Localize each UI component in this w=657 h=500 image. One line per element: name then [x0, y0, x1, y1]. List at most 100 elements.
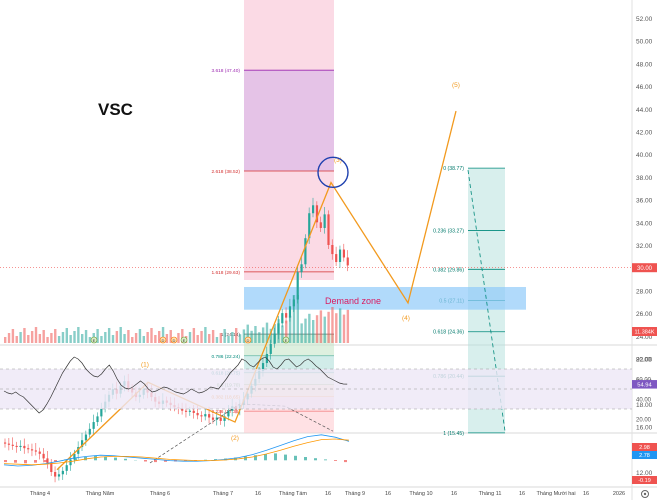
- volume-bar: [19, 332, 22, 343]
- volume-bar: [196, 335, 199, 343]
- candle: [285, 313, 288, 318]
- macd-histogram-bar: [254, 455, 257, 461]
- candle: [15, 445, 18, 448]
- macd-badges: 2.98 2.78 -0.19: [632, 443, 657, 484]
- candle: [11, 444, 14, 446]
- time-axis-label: 16: [583, 491, 589, 497]
- volume-bar: [223, 329, 226, 343]
- time-axis-label: 2026: [613, 491, 625, 497]
- price-axis-label: 32.00: [636, 243, 653, 250]
- candle: [181, 408, 184, 411]
- candle: [81, 440, 84, 448]
- volume-bar: [11, 329, 15, 343]
- candle: [211, 417, 215, 420]
- price-axis-label: 18.00: [636, 402, 653, 409]
- price-axis-label: 38.00: [636, 175, 653, 182]
- volume-bar: [161, 327, 165, 343]
- demand-zone[interactable]: [244, 286, 526, 310]
- macd-histogram-bar: [124, 458, 127, 461]
- volume-bar: [165, 334, 169, 343]
- volume-bar: [235, 328, 238, 343]
- volume-bar: [254, 326, 257, 343]
- candle: [342, 249, 345, 258]
- volume-bar: [104, 332, 107, 343]
- rsi-axis-label: 40.00: [636, 398, 652, 404]
- fib-retracement-label: 0.236 (33.27): [433, 229, 464, 235]
- volume-bar: [138, 329, 142, 343]
- event-marker: [170, 336, 178, 344]
- time-axis-label: Tháng 7: [213, 491, 233, 497]
- volume-bar: [181, 329, 184, 343]
- time-axis[interactable]: Tháng 4 Tháng Năm Tháng 6 Tháng 7 16 Tháng Tá…: [30, 491, 625, 497]
- event-marker-label: E: [93, 338, 96, 343]
- macd-histogram-bar: [204, 459, 207, 461]
- candle: [38, 451, 41, 454]
- volume-bar: [27, 335, 30, 343]
- macd-histogram-bar: [4, 460, 7, 463]
- macd-histogram-bar: [74, 458, 77, 461]
- volume-bar: [238, 334, 242, 343]
- settings-icon[interactable]: [641, 490, 649, 498]
- volume-bar: [65, 328, 68, 343]
- candle: [46, 458, 49, 463]
- volume-bar: [285, 320, 288, 343]
- macd-badge: [632, 443, 657, 451]
- volume-bar: [300, 323, 303, 343]
- time-axis-label: Tháng Tám: [279, 491, 307, 497]
- macd-histogram-bar: [54, 460, 57, 462]
- candle: [315, 205, 319, 223]
- price-axis[interactable]: 52.00 50.00 48.00 46.00 44.00 42.00 40.00 38.00…: [636, 16, 653, 477]
- macd-histogram-bar: [314, 458, 317, 461]
- macd-histogram-bar: [14, 460, 17, 463]
- candle: [92, 422, 95, 429]
- volume-bar: [158, 331, 161, 343]
- volume-bar: [192, 328, 196, 343]
- candle: [273, 333, 276, 344]
- macd-histogram-bar: [104, 456, 107, 461]
- volume-bar: [327, 311, 330, 343]
- macd-histogram-bar: [144, 460, 147, 462]
- price-axis-label: 26.00: [636, 311, 653, 318]
- macd-histogram-bar: [114, 457, 117, 461]
- candle: [227, 410, 230, 417]
- volume-bar: [312, 320, 315, 343]
- event-marker: [159, 336, 167, 344]
- event-marker-label: D: [247, 338, 250, 343]
- volume-bar: [46, 337, 49, 343]
- rsi-badge: 54.94: [632, 380, 657, 389]
- candle: [4, 442, 7, 444]
- candle: [335, 254, 338, 263]
- volume-bar: [88, 337, 92, 343]
- volume-bar: [127, 330, 130, 343]
- current-price-badge: 30.00: [632, 263, 657, 273]
- macd-histogram-bar: [334, 460, 337, 461]
- volume-bar: [315, 315, 319, 343]
- volume-bar: [111, 335, 115, 343]
- volume-bar: [265, 322, 269, 343]
- macd-badge: [632, 451, 657, 459]
- time-axis-label: Tháng 4: [30, 491, 50, 497]
- time-axis-label: Tháng Mười hai: [536, 491, 575, 497]
- candle: [208, 414, 211, 418]
- event-marker: [244, 336, 252, 344]
- candle: [292, 299, 295, 307]
- macd-badge-text: 2.98: [639, 445, 650, 451]
- volume-bar: [258, 332, 261, 343]
- macd-histogram-bar: [304, 457, 307, 461]
- candle: [323, 214, 326, 228]
- candle: [96, 416, 99, 423]
- volume-bar: [34, 327, 38, 343]
- volume-bar: [100, 336, 103, 343]
- price-axis-label: 16.00: [636, 425, 653, 432]
- fib-retracement-label: 0.382 (29.86): [433, 267, 464, 273]
- volume-bar: [323, 316, 326, 343]
- time-axis-label: Tháng 11: [479, 491, 502, 497]
- time-axis-label: Tháng 9: [345, 491, 365, 497]
- volume-bar: [42, 330, 45, 343]
- volume-bar: [169, 330, 172, 343]
- macd-histogram-bar: [344, 460, 347, 463]
- volume-bar: [335, 313, 338, 343]
- fib-retracement-label: 1 (15.45): [443, 431, 464, 437]
- current-price-badge-text: 30.00: [637, 266, 653, 272]
